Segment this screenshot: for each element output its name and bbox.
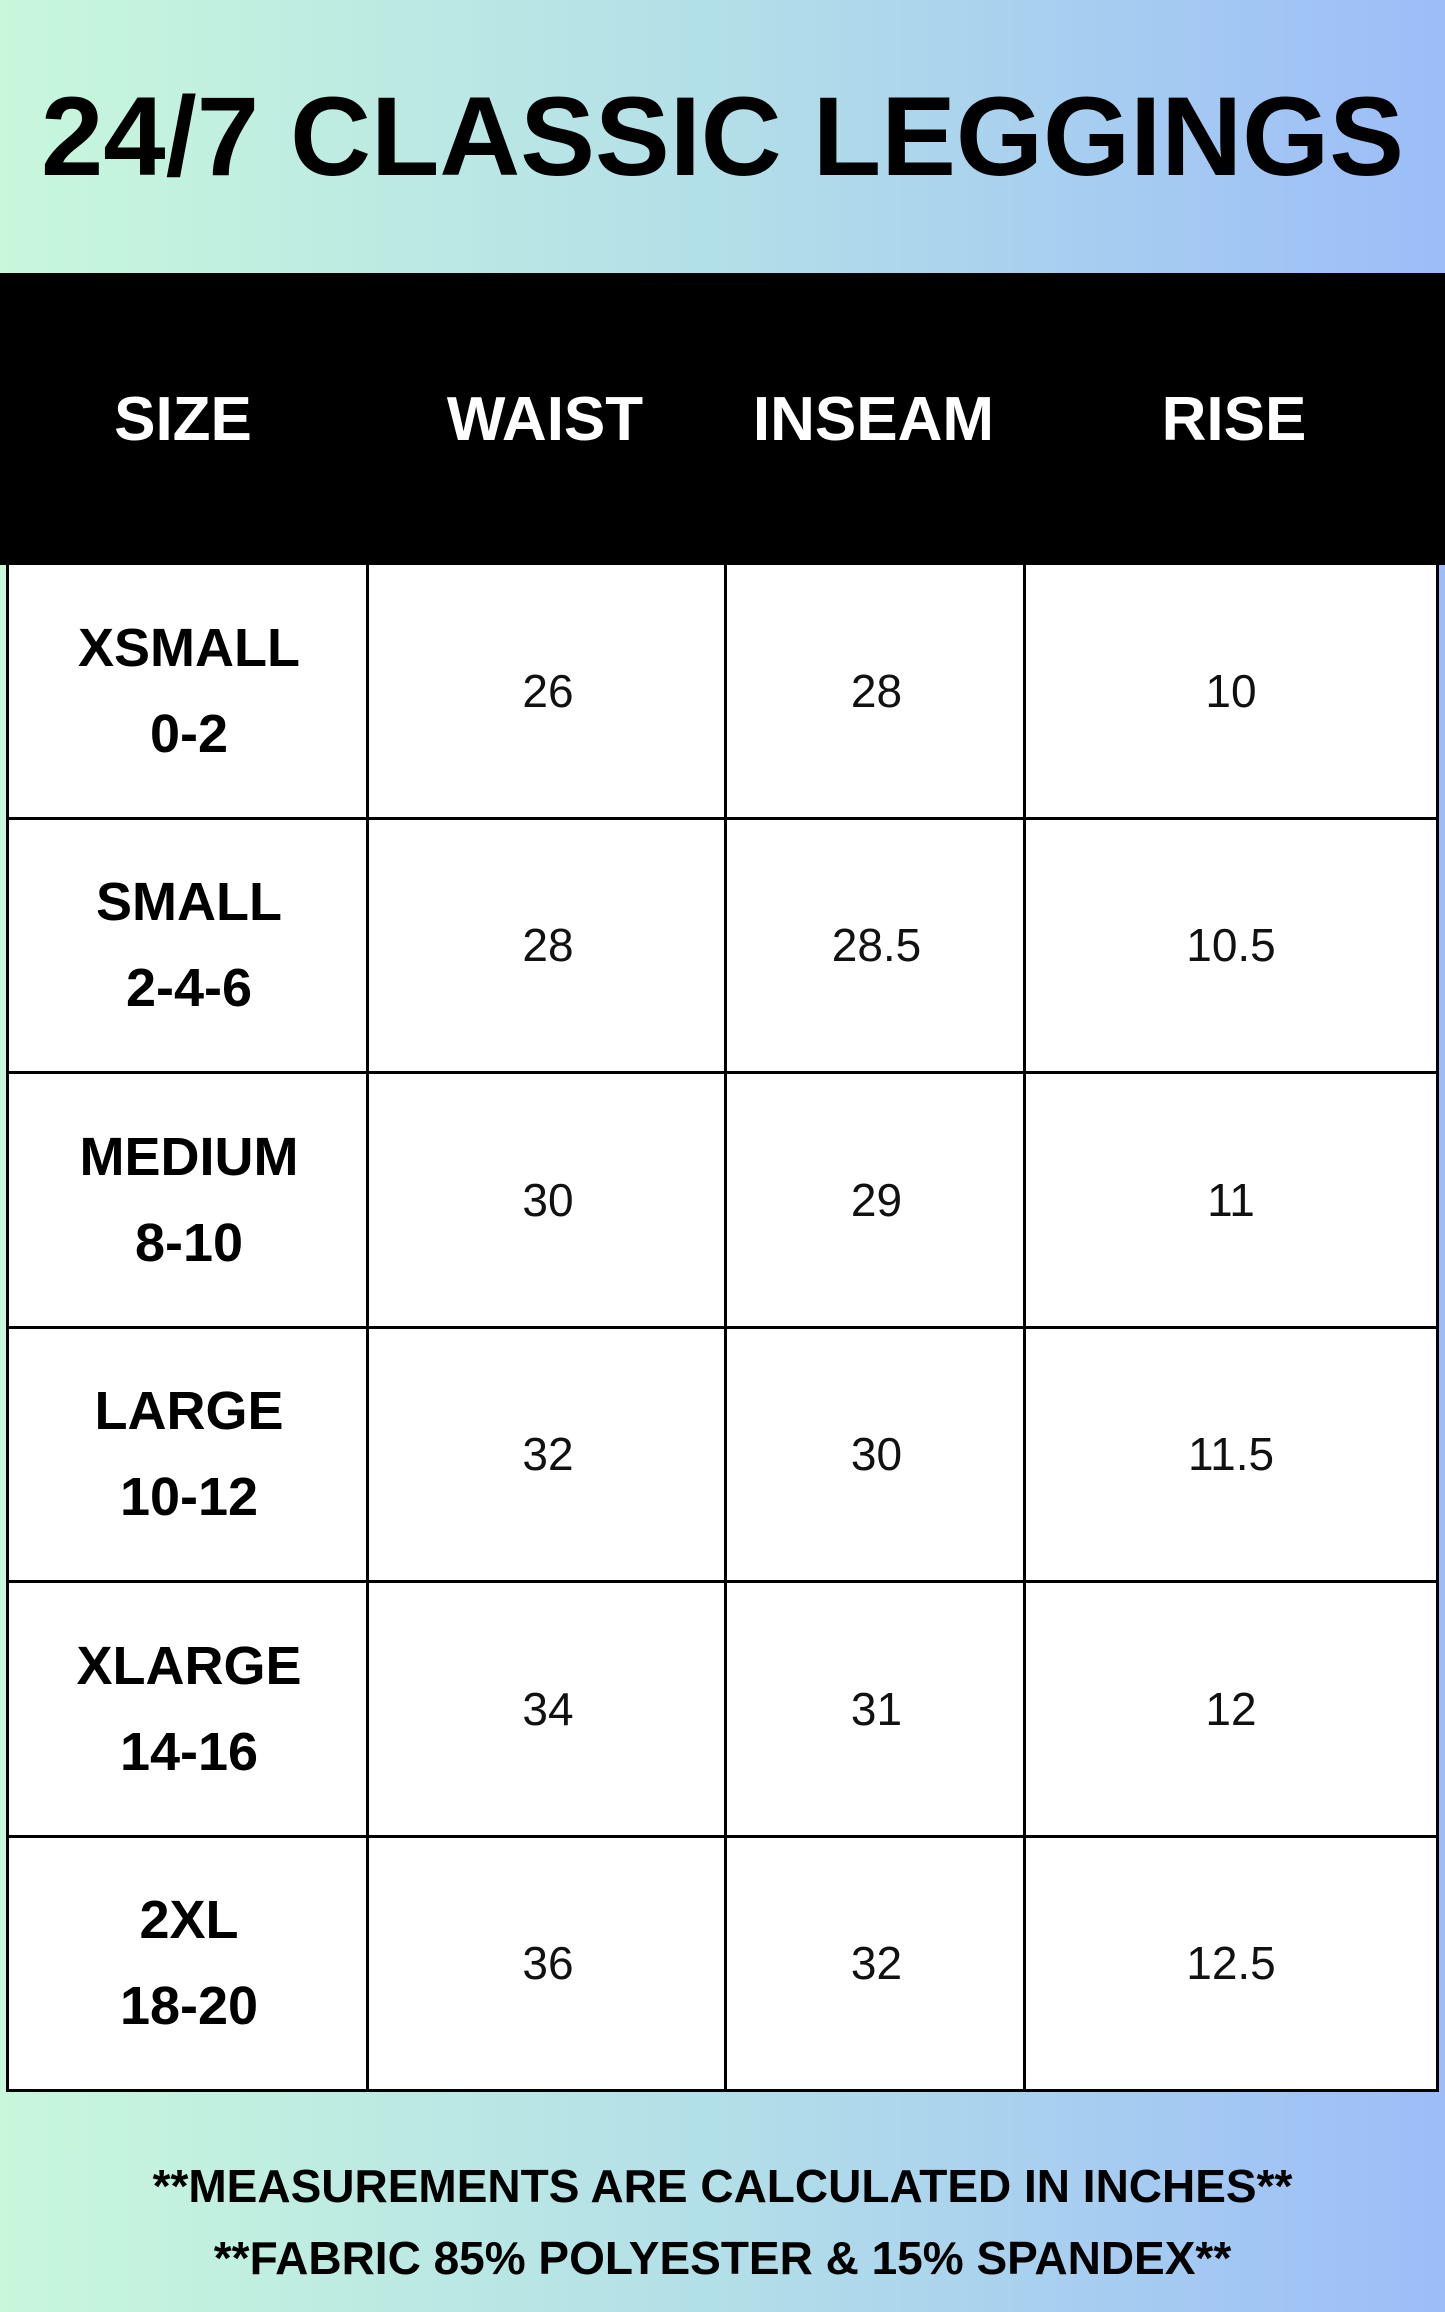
- size-name: LARGE: [94, 1381, 284, 1442]
- size-range: 14-16: [119, 1721, 259, 1782]
- column-header: RISE: [1161, 384, 1307, 454]
- measurement: 28.5: [831, 919, 922, 972]
- size-range: 0-2: [149, 703, 229, 764]
- table-cell: XSMALL 0-2: [6, 565, 369, 820]
- measurement: 30: [522, 1173, 574, 1226]
- column-header: INSEAM: [752, 384, 995, 454]
- measurement: 31: [850, 1682, 903, 1735]
- table-cell: 26: [366, 565, 727, 820]
- table-cell: 34: [366, 1583, 727, 1838]
- size-range: 10-12: [119, 1467, 259, 1528]
- title: 24/7 CLASSIC LEGGINGS: [41, 74, 1404, 199]
- table-cell: 10: [1023, 565, 1439, 820]
- table-cell: 10.5: [1023, 819, 1439, 1074]
- measurement: 12.5: [1186, 1937, 1276, 1990]
- table-cell: 28: [724, 565, 1026, 820]
- table-cell: 12: [1023, 1583, 1439, 1838]
- size-name: SMALL: [96, 872, 282, 933]
- measurement: 11.5: [1187, 1428, 1275, 1481]
- table-cell: 31: [724, 1583, 1026, 1838]
- table-body: XSMALL 0-2 26 28 10 SMALL 2-4-6 28 28.5 10.5 MEDIU…: [6, 565, 1439, 2092]
- table-cell: MEDIUM 8-10: [6, 1074, 369, 1329]
- table-cell: 32: [366, 1328, 727, 1583]
- footer: **MEASUREMENTS ARE CALCULATED IN INCHES*…: [0, 2150, 1445, 2294]
- table-cell: 28.5: [724, 819, 1026, 1074]
- column-header: WAIST: [446, 384, 644, 454]
- measurement: 28: [522, 919, 574, 972]
- size-range: 18-20: [119, 1976, 259, 2037]
- table-cell: 29: [724, 1074, 1026, 1329]
- measurement: 12: [1205, 1682, 1257, 1735]
- table-cell: LARGE 10-12: [6, 1328, 369, 1583]
- measurement: 32: [522, 1428, 574, 1481]
- footer-note: **FABRIC 85% POLYESTER & 15% SPANDEX**: [213, 2232, 1232, 2284]
- table-cell: 32: [724, 1837, 1026, 2092]
- table-cell: 12.5: [1023, 1837, 1439, 2092]
- table-cell: 2XL 18-20: [6, 1837, 369, 2092]
- measurement: 29: [850, 1173, 903, 1226]
- table-cell: 30: [366, 1074, 727, 1329]
- measurement: 26: [522, 664, 574, 717]
- size-name: MEDIUM: [79, 1126, 299, 1187]
- table-cell: 11.5: [1023, 1328, 1439, 1583]
- table-cell: 11: [1023, 1074, 1439, 1329]
- size-name: XSMALL: [78, 617, 300, 678]
- size-range: 2-4-6: [125, 958, 253, 1019]
- size-range: 8-10: [134, 1212, 244, 1273]
- measurement: 10.5: [1186, 919, 1276, 972]
- measurement: 30: [850, 1428, 903, 1481]
- measurement: 32: [850, 1937, 903, 1990]
- table-cell: 36: [366, 1837, 727, 2092]
- table-cell: XLARGE 14-16: [6, 1583, 369, 1838]
- table-header: SIZE WAIST INSEAM RISE: [0, 273, 1445, 565]
- measurement: 10: [1205, 664, 1257, 717]
- column-header: SIZE: [114, 384, 252, 454]
- size-name: XLARGE: [76, 1635, 302, 1696]
- measurement: 28: [850, 664, 903, 717]
- size-name: 2XL: [139, 1890, 239, 1951]
- measurement: 11: [1207, 1173, 1255, 1226]
- table-cell: SMALL 2-4-6: [6, 819, 369, 1074]
- table-cell: 30: [724, 1328, 1026, 1583]
- table-cell: 28: [366, 819, 727, 1074]
- measurement: 34: [522, 1682, 574, 1735]
- measurement: 36: [522, 1937, 574, 1990]
- footer-note: **MEASUREMENTS ARE CALCULATED IN INCHES*…: [152, 2160, 1293, 2212]
